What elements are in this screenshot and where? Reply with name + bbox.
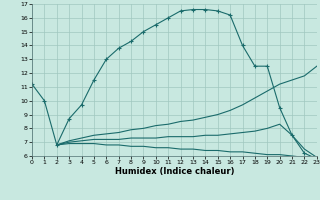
X-axis label: Humidex (Indice chaleur): Humidex (Indice chaleur)	[115, 167, 234, 176]
